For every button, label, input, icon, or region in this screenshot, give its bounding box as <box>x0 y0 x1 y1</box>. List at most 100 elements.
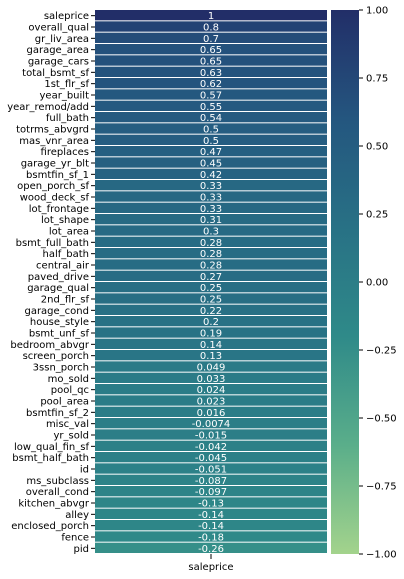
cell-value-label: -0.045 <box>195 453 227 464</box>
colorbar-tick-label: −0.50 <box>366 414 397 425</box>
row-label: enclosed_porch <box>11 521 89 532</box>
heatmap-cell-pid <box>95 542 327 553</box>
cell-value-label: -0.0074 <box>192 419 231 430</box>
cell-value-label: -0.13 <box>198 499 224 510</box>
cell-value-label: 0.31 <box>200 215 222 226</box>
heatmap-cell-central-air <box>95 259 327 270</box>
heatmap-cell-total-bsmt-sf <box>95 66 327 77</box>
cell-value-label: 0.2 <box>203 317 219 328</box>
row-label: mo_sold <box>48 374 89 385</box>
cell-value-label: 0.42 <box>200 170 222 181</box>
row-label: garage_qual <box>27 283 89 294</box>
row-label: pid <box>74 544 89 555</box>
cell-value-label: 0.65 <box>200 45 222 56</box>
heatmap-cell-bsmt-full-bath <box>95 236 327 247</box>
row-label: mas_vnr_area <box>19 136 89 147</box>
row-labels: salepriceoverall_qualgr_liv_areagarage_a… <box>7 11 95 555</box>
colorbar-tick-label: 0.00 <box>366 278 388 289</box>
heatmap-cell-1st-flr-sf <box>95 78 327 89</box>
heatmap-cell-enclosed-porch <box>95 520 327 531</box>
heatmap-cell-bedroom-abvgr <box>95 338 327 349</box>
row-label: bsmtfin_sf_1 <box>26 170 89 181</box>
cell-value-label: 1 <box>208 11 214 22</box>
cell-value-label: 0.28 <box>200 261 222 272</box>
cell-value-label: 0.13 <box>200 351 222 362</box>
heatmap-cell-3ssn-porch <box>95 361 327 372</box>
cell-value-label: 0.63 <box>200 68 222 79</box>
row-label: ms_subclass <box>26 476 89 487</box>
cell-value-label: 0.33 <box>200 181 222 192</box>
row-label: lot_shape <box>41 215 89 226</box>
heatmap-cell-fence <box>95 531 327 542</box>
colorbar-tick-label: 1.00 <box>366 6 388 17</box>
cell-value-label: 0.024 <box>197 385 226 396</box>
row-label: central_air <box>36 261 90 272</box>
row-label: bsmt_half_bath <box>12 453 89 464</box>
heatmap-cell-garage-qual <box>95 282 327 293</box>
row-label: screen_porch <box>23 351 89 362</box>
cell-value-labels: 10.80.70.650.650.630.620.570.550.540.50.… <box>192 11 231 555</box>
row-label: garage_cars <box>28 57 89 68</box>
heatmap-cell-bsmt-half-bath <box>95 452 327 463</box>
heatmap-cell-saleprice <box>95 10 327 21</box>
x-axis-column-label: saleprice <box>188 562 233 573</box>
heatmap-cell-wood-deck-sf <box>95 191 327 202</box>
heatmap-cell-low-qual-fin-sf <box>95 440 327 451</box>
cell-value-label: -0.26 <box>198 544 224 555</box>
heatmap-cell-mas-vnr-area <box>95 134 327 145</box>
heatmap-cell-2nd-flr-sf <box>95 293 327 304</box>
cell-value-label: 0.57 <box>200 91 222 102</box>
heatmap-cell-totrms-abvgrd <box>95 123 327 134</box>
heatmap-cell-garage-area <box>95 44 327 55</box>
heatmap-cell-alley <box>95 508 327 519</box>
cell-value-label: 0.33 <box>200 204 222 215</box>
heatmap-cell-id <box>95 463 327 474</box>
cell-value-label: 0.7 <box>203 34 219 45</box>
row-label: bsmt_unf_sf <box>29 329 90 340</box>
cell-value-label: 0.33 <box>200 193 222 204</box>
row-label: wood_deck_sf <box>20 193 90 204</box>
heatmap-cell-yr-sold <box>95 429 327 440</box>
heatmap-cell-lot-shape <box>95 214 327 225</box>
row-label: totrms_abvgrd <box>16 125 89 136</box>
cell-value-label: 0.28 <box>200 249 222 260</box>
cell-value-label: 0.049 <box>197 363 226 374</box>
row-label: 1st_flr_sf <box>44 79 89 90</box>
row-label: gr_liv_area <box>35 34 89 45</box>
row-label: saleprice <box>44 11 89 22</box>
cell-value-label: -0.14 <box>198 510 224 521</box>
heatmap-cell-misc-val <box>95 418 327 429</box>
row-label: lot_frontage <box>29 204 89 215</box>
cell-value-label: 0.54 <box>200 113 222 124</box>
colorbar-tick-label: −1.00 <box>366 550 397 561</box>
row-label: pool_qc <box>51 385 89 396</box>
cell-value-label: 0.25 <box>200 295 222 306</box>
heatmap-cell-screen-porch <box>95 350 327 361</box>
cell-value-label: -0.18 <box>198 533 224 544</box>
cell-value-label: 0.65 <box>200 57 222 68</box>
cell-value-label: 0.62 <box>200 79 222 90</box>
colorbar-tick-label: −0.75 <box>366 482 397 493</box>
heatmap-cell-garage-cars <box>95 55 327 66</box>
heatmap-cell-mo-sold <box>95 372 327 383</box>
cell-value-label: 0.27 <box>200 272 222 283</box>
cell-value-label: 0.5 <box>203 136 219 147</box>
row-label: bedroom_abvgr <box>10 340 89 351</box>
heatmap-cell-year-remod-add <box>95 100 327 111</box>
row-label: misc_val <box>46 419 89 430</box>
heatmap-cell-paved-drive <box>95 270 327 281</box>
heatmap-cell-overall-qual <box>95 21 327 32</box>
cell-value-label: 0.45 <box>200 159 222 170</box>
heatmap-cell-overall-cond <box>95 486 327 497</box>
colorbar <box>331 10 359 554</box>
row-label: full_bath <box>46 113 89 124</box>
heatmap-cell-full-bath <box>95 112 327 123</box>
heatmap-cell-gr-liv-area <box>95 32 327 43</box>
row-label: kitchen_abvgr <box>18 499 90 510</box>
cell-value-label: 0.28 <box>200 238 222 249</box>
colorbar-tick-label: 0.50 <box>366 142 388 153</box>
cell-value-label: 0.5 <box>203 125 219 136</box>
heatmap-cell-pool-area <box>95 395 327 406</box>
cell-value-label: 0.55 <box>200 102 222 113</box>
